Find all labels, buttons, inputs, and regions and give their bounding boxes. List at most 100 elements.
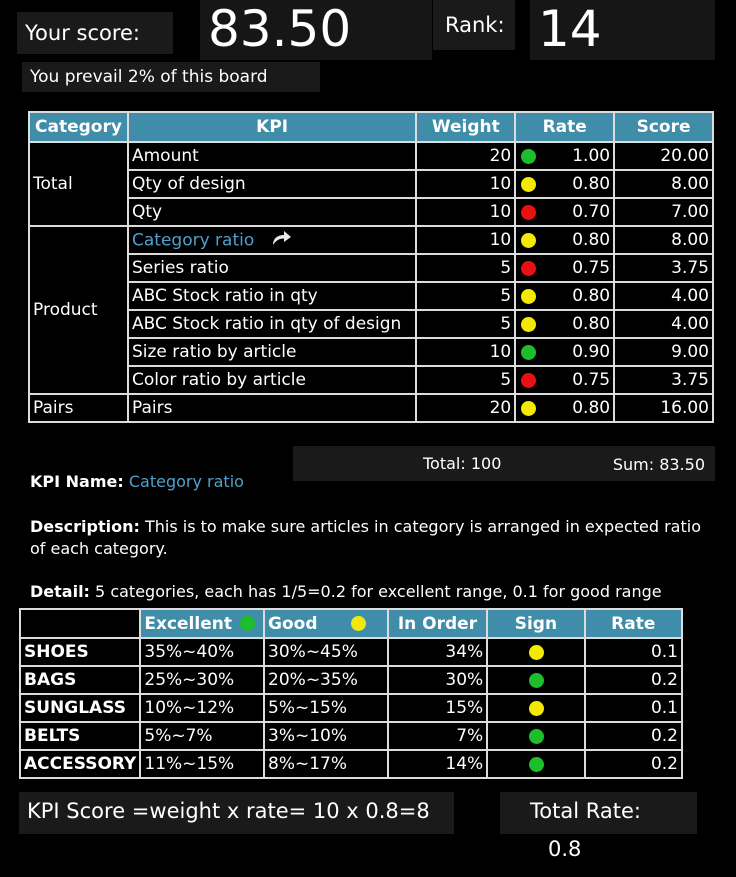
kpi-name-cell: Pairs — [126, 393, 418, 423]
kpi-name-cell: Amount — [126, 141, 418, 171]
category-name-cell: BAGS — [18, 665, 142, 695]
score-cell: 8.00 — [613, 225, 714, 255]
score-cell: 8.00 — [613, 169, 714, 199]
rate-cell: 0.2 — [583, 721, 684, 751]
kpi-row: Series ratio 5 0.75 3.75 — [29, 253, 714, 283]
desc-text: This is to make sure articles in categor… — [30, 517, 701, 558]
col-header-good: Good — [263, 608, 389, 639]
good-range-cell: 3%~10% — [263, 721, 389, 751]
in-order-cell: 15% — [386, 693, 489, 723]
total-weight: Total: 100 — [423, 454, 502, 473]
prevail-text: You prevail 2% of this board — [22, 62, 320, 92]
in-order-cell: 14% — [386, 749, 489, 779]
kpi-name-cell: Size ratio by article — [126, 337, 418, 367]
kpi-label: Series ratio — [131, 258, 229, 278]
green-dot-icon — [529, 756, 545, 772]
rate-cell: 1.00 — [514, 141, 616, 171]
score-value: 83.50 — [200, 0, 432, 60]
weight-cell: 20 — [415, 141, 517, 171]
rate-cell: 0.80 — [514, 169, 616, 199]
weight-cell: 10 — [415, 337, 517, 367]
rate-value: 0.80 — [572, 174, 611, 194]
total-rate-label: Total Rate: — [530, 799, 641, 823]
col-header-score: Score — [613, 111, 714, 143]
rate-value: 1.00 — [572, 146, 611, 166]
kpi-name-cell: Qty of design — [126, 169, 418, 199]
good-range-cell: 20%~35% — [263, 665, 389, 695]
rate-cell: 0.80 — [514, 393, 616, 423]
redo-arrow-icon[interactable] — [270, 230, 292, 251]
excellent-range-cell: 10%~12% — [139, 693, 266, 723]
excellent-range-cell: 35%~40% — [139, 637, 266, 667]
yellow-dot-icon — [521, 400, 537, 416]
kpi-row: Size ratio by article 10 0.90 9.00 — [29, 337, 714, 367]
kpi-table: Category KPI Weight Rate Score Total Amou… — [28, 111, 714, 423]
kpi-label: Color ratio by article — [131, 370, 306, 390]
yellow-dot-icon — [529, 700, 545, 716]
rate-cell: 0.75 — [514, 365, 616, 395]
rate-value: 0.70 — [572, 202, 611, 222]
good-label: Good — [268, 613, 318, 634]
excellent-range-cell: 25%~30% — [139, 665, 266, 695]
yellow-dot-icon — [521, 232, 537, 248]
rate-cell: 0.2 — [583, 665, 684, 695]
rate-value: 0.80 — [572, 398, 611, 418]
detail-label: Detail: — [30, 582, 90, 601]
in-order-cell: 7% — [386, 721, 489, 751]
green-dot-icon — [521, 344, 537, 360]
sign-cell — [486, 693, 586, 723]
kpi-name-cell[interactable]: Category ratio — [126, 225, 418, 255]
kpi-label: ABC Stock ratio in qty — [131, 286, 318, 306]
kpi-name-line: KPI Name: Category ratio — [30, 472, 244, 491]
col-header-blank — [18, 608, 142, 639]
rate-cell: 0.80 — [514, 281, 616, 311]
kpi-label: Qty — [131, 202, 163, 222]
kpi-row: ABC Stock ratio in qty of design 5 0.80 4.0… — [29, 309, 714, 339]
score-cell: 4.00 — [613, 281, 714, 311]
in-order-cell: 34% — [386, 637, 489, 667]
detail-text: 5 categories, each has 1/5=0.2 for excel… — [95, 582, 662, 601]
col-header-kpi: KPI — [126, 111, 418, 143]
category-name-cell: SUNGLASS — [18, 693, 142, 723]
col-header-category: Category — [28, 111, 129, 143]
col-header-in-order: In Order — [386, 608, 489, 639]
kpi-label: Amount — [131, 146, 199, 166]
detail-table: Excellent Good In Order Sign Rate SHOES 3… — [18, 608, 684, 779]
col-header-excellent: Excellent — [139, 608, 266, 639]
weight-cell: 5 — [415, 253, 517, 283]
score-cell: 4.00 — [613, 309, 714, 339]
weight-cell: 5 — [415, 309, 517, 339]
kpi-row: Total Amount 20 1.00 20.00 — [28, 141, 714, 227]
yellow-dot-icon — [521, 288, 537, 304]
rank-value: 14 — [530, 0, 715, 60]
score-label: Your score: — [17, 12, 173, 54]
category-name-cell: SHOES — [18, 637, 142, 667]
col-header-rate: Rate — [514, 111, 616, 143]
red-dot-icon — [521, 372, 537, 388]
rate-cell: 0.1 — [583, 637, 684, 667]
category-cell: Pairs — [28, 393, 129, 423]
kpi-name-cell: ABC Stock ratio in qty of design — [126, 309, 418, 339]
kpi-row: Product Category ratio 10 0.80 8.00 — [28, 225, 714, 395]
green-dot-icon — [529, 672, 545, 688]
kpi-name-cell: ABC Stock ratio in qty — [126, 281, 418, 311]
yellow-dot-icon — [521, 176, 537, 192]
weight-cell: 10 — [415, 197, 517, 227]
yellow-dot-icon — [521, 316, 537, 332]
kpi-row: ABC Stock ratio in qty 5 0.80 4.00 — [29, 281, 714, 311]
rate-cell: 0.2 — [583, 749, 684, 779]
score-cell: 7.00 — [613, 197, 714, 227]
kpi-label: ABC Stock ratio in qty of design — [131, 314, 402, 334]
kpi-score-formula: KPI Score =weight x rate= 10 x 0.8=8 — [19, 792, 454, 834]
kpi-row: Pairs Pairs 20 0.80 16.00 — [28, 393, 714, 423]
category-name-cell: ACCESSORY — [18, 749, 142, 779]
weight-cell: 20 — [415, 393, 517, 423]
kpi-label: Qty of design — [131, 174, 246, 194]
rate-cell: 0.80 — [514, 225, 616, 255]
desc-label: Description: — [30, 517, 140, 536]
col-header-rate: Rate — [583, 608, 684, 639]
kpi-link[interactable]: Category ratio — [131, 230, 255, 250]
weight-cell: 5 — [415, 365, 517, 395]
red-dot-icon — [521, 204, 537, 220]
rate-value: 0.75 — [572, 370, 611, 390]
